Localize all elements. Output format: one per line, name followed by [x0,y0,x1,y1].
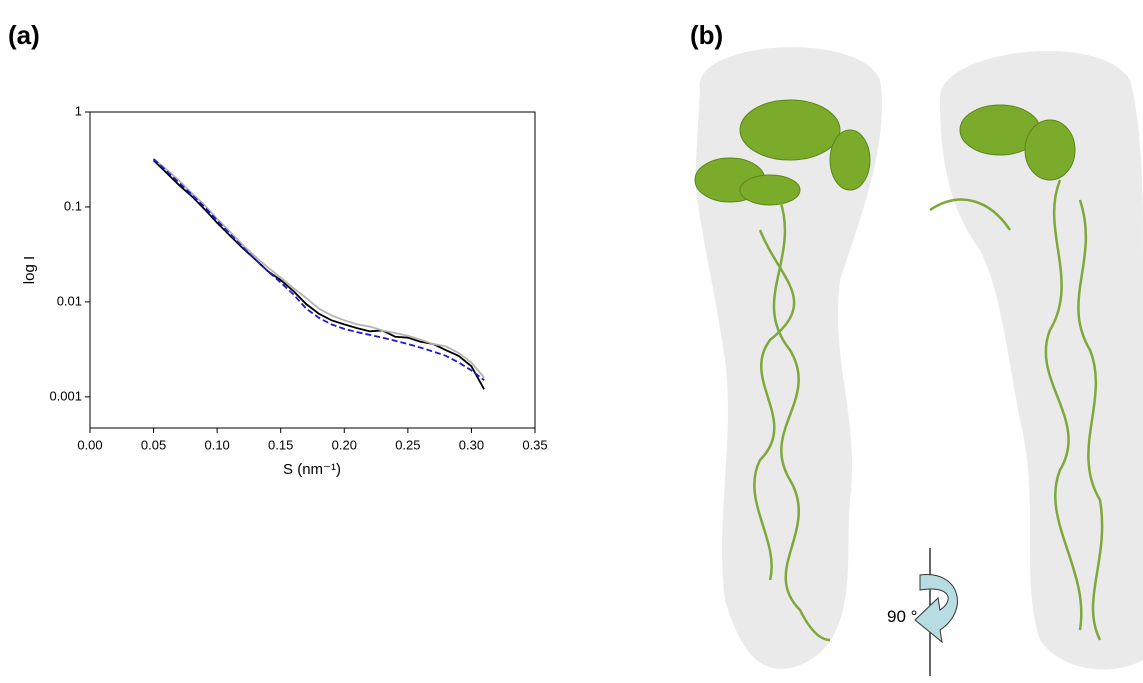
x-tick-label: 0.15 [268,437,293,452]
data-line [154,159,485,380]
y-tick-label: 0.01 [57,293,82,308]
data-line [154,159,485,377]
x-tick-label: 0.35 [522,437,547,452]
x-tick-label: 0.10 [204,437,229,452]
x-tick-label: 0.25 [395,437,420,452]
panel-label: (a) [8,20,40,50]
y-tick-label: 1 [75,103,82,118]
x-axis-label: S (nm⁻¹) [283,461,341,478]
x-tick-label: 0.20 [332,437,357,452]
y-axis-label: log I [21,256,38,284]
x-tick-label: 0.30 [459,437,484,452]
data-line [154,160,485,389]
y-tick-label: 0.1 [64,198,82,213]
plot: 0.001 0.01 0.1 1 0.00 0.05 0.10 0.15 0.20 0.25 0.3… [49,103,547,452]
figure: (a) (b) S (nm⁻¹) log I 0.0010.010.110.00… [0,0,1143,678]
plot-frame [90,112,535,428]
y-tick-label: 0.001 [49,388,82,403]
rotation-label: 90 ° [887,607,917,626]
x-tick-label: 0.05 [141,437,166,452]
x-tick-label: 0.00 [77,437,102,452]
structure-view: 90 ° [695,47,1143,676]
panel-label: (b) [690,20,723,50]
